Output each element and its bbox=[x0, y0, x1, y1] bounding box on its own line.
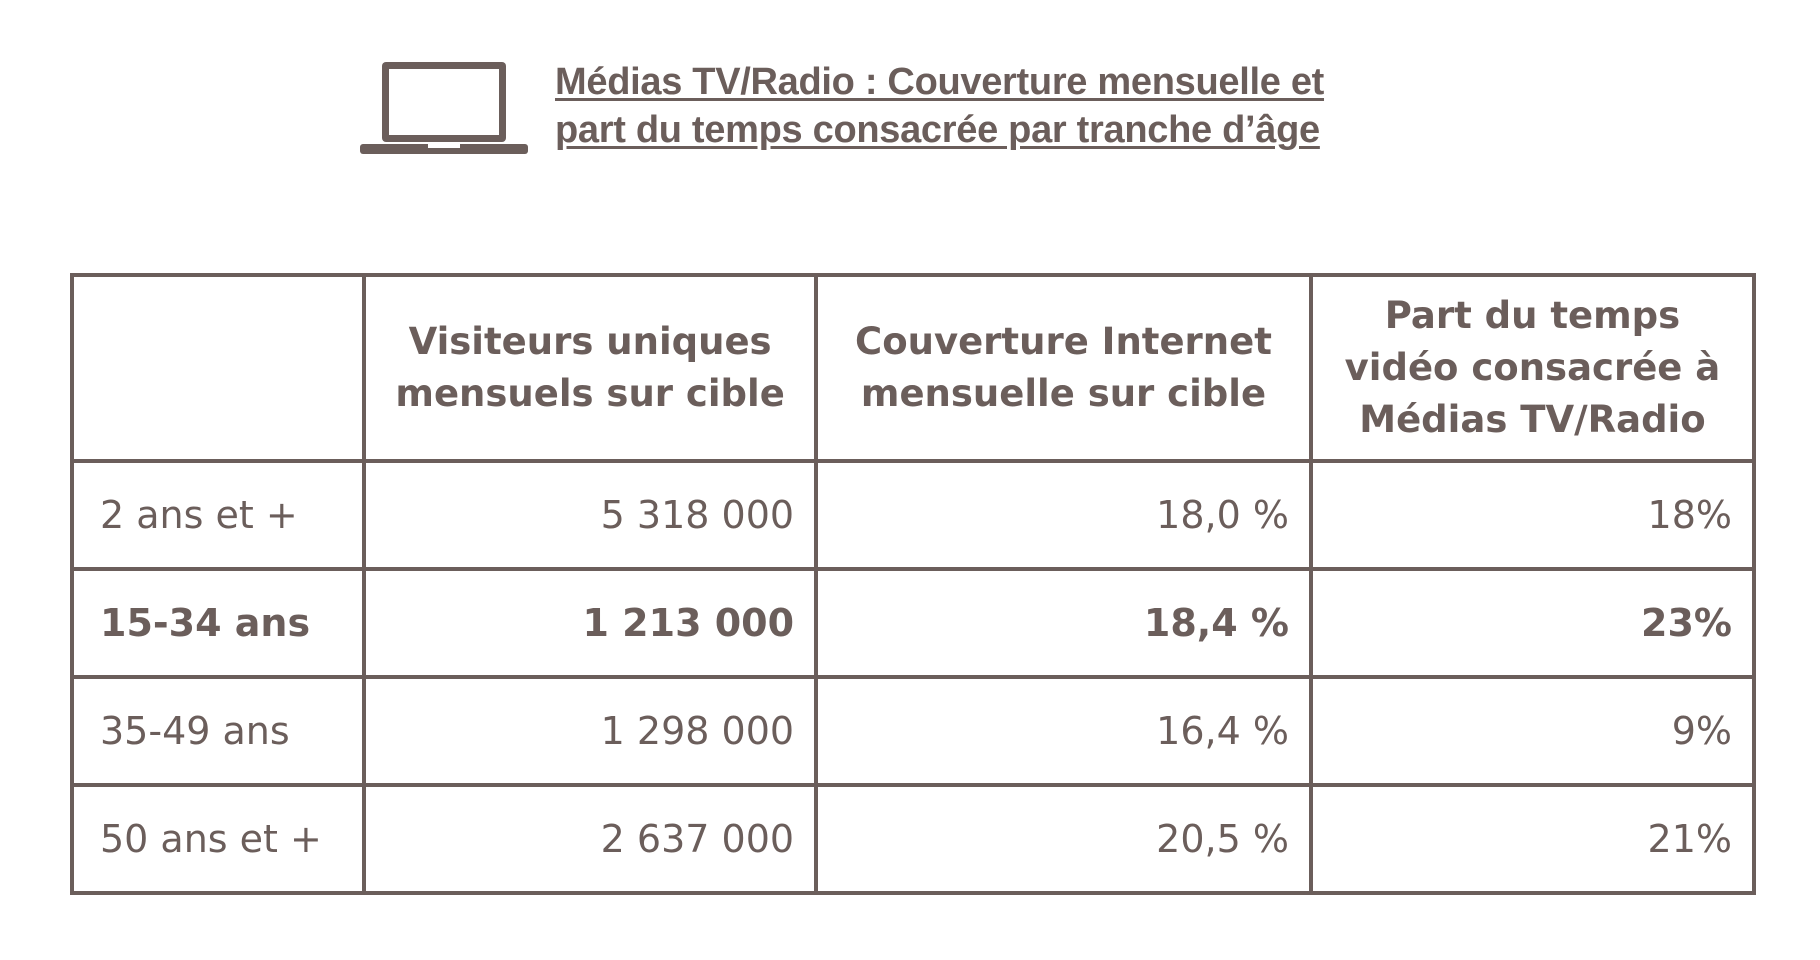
coverage-cell: 18,4 % bbox=[814, 567, 1313, 679]
title-line-1: Médias TV/Radio : Couverture mensuelle e… bbox=[555, 61, 1325, 103]
table-row: 2 ans et + 5 318 000 18,0 % 18% bbox=[69, 459, 1757, 571]
row-label: 15-34 ans bbox=[69, 567, 367, 679]
title-line-2: part du temps consacrée par tranche d’âg… bbox=[555, 109, 1320, 151]
table-row: 15-34 ans 1 213 000 18,4 % 23% bbox=[69, 567, 1757, 679]
row-label: 35-49 ans bbox=[69, 675, 367, 787]
column-header-time-share: Part du temps vidéo consacrée à Médias T… bbox=[1308, 273, 1757, 463]
visitors-cell: 2 637 000 bbox=[362, 783, 819, 895]
coverage-cell: 18,0 % bbox=[814, 459, 1313, 571]
time-share-cell: 9% bbox=[1308, 675, 1757, 787]
row-label: 2 ans et + bbox=[69, 459, 367, 571]
table-row: 50 ans et + 2 637 000 20,5 % 21% bbox=[69, 783, 1757, 895]
visitors-cell: 5 318 000 bbox=[362, 459, 819, 571]
visitors-cell: 1 213 000 bbox=[362, 567, 819, 679]
time-share-cell: 21% bbox=[1308, 783, 1757, 895]
column-header-coverage: Couverture Internet mensuelle sur cible bbox=[814, 273, 1313, 463]
table-header-row: Visiteurs uniques mensuels sur cible Cou… bbox=[69, 273, 1757, 463]
page-title: Médias TV/Radio : Couverture mensuelle e… bbox=[555, 58, 1324, 154]
row-label: 50 ans et + bbox=[69, 783, 367, 895]
coverage-cell: 16,4 % bbox=[814, 675, 1313, 787]
time-share-cell: 23% bbox=[1308, 567, 1757, 679]
time-share-cell: 18% bbox=[1308, 459, 1757, 571]
table-row: 35-49 ans 1 298 000 16,4 % 9% bbox=[69, 675, 1757, 787]
audience-table: Visiteurs uniques mensuels sur cible Cou… bbox=[69, 273, 1757, 895]
coverage-cell: 20,5 % bbox=[814, 783, 1313, 895]
visitors-cell: 1 298 000 bbox=[362, 675, 819, 787]
column-header-visitors: Visiteurs uniques mensuels sur cible bbox=[362, 273, 819, 463]
column-header-empty bbox=[69, 273, 367, 463]
laptop-icon bbox=[360, 62, 528, 154]
